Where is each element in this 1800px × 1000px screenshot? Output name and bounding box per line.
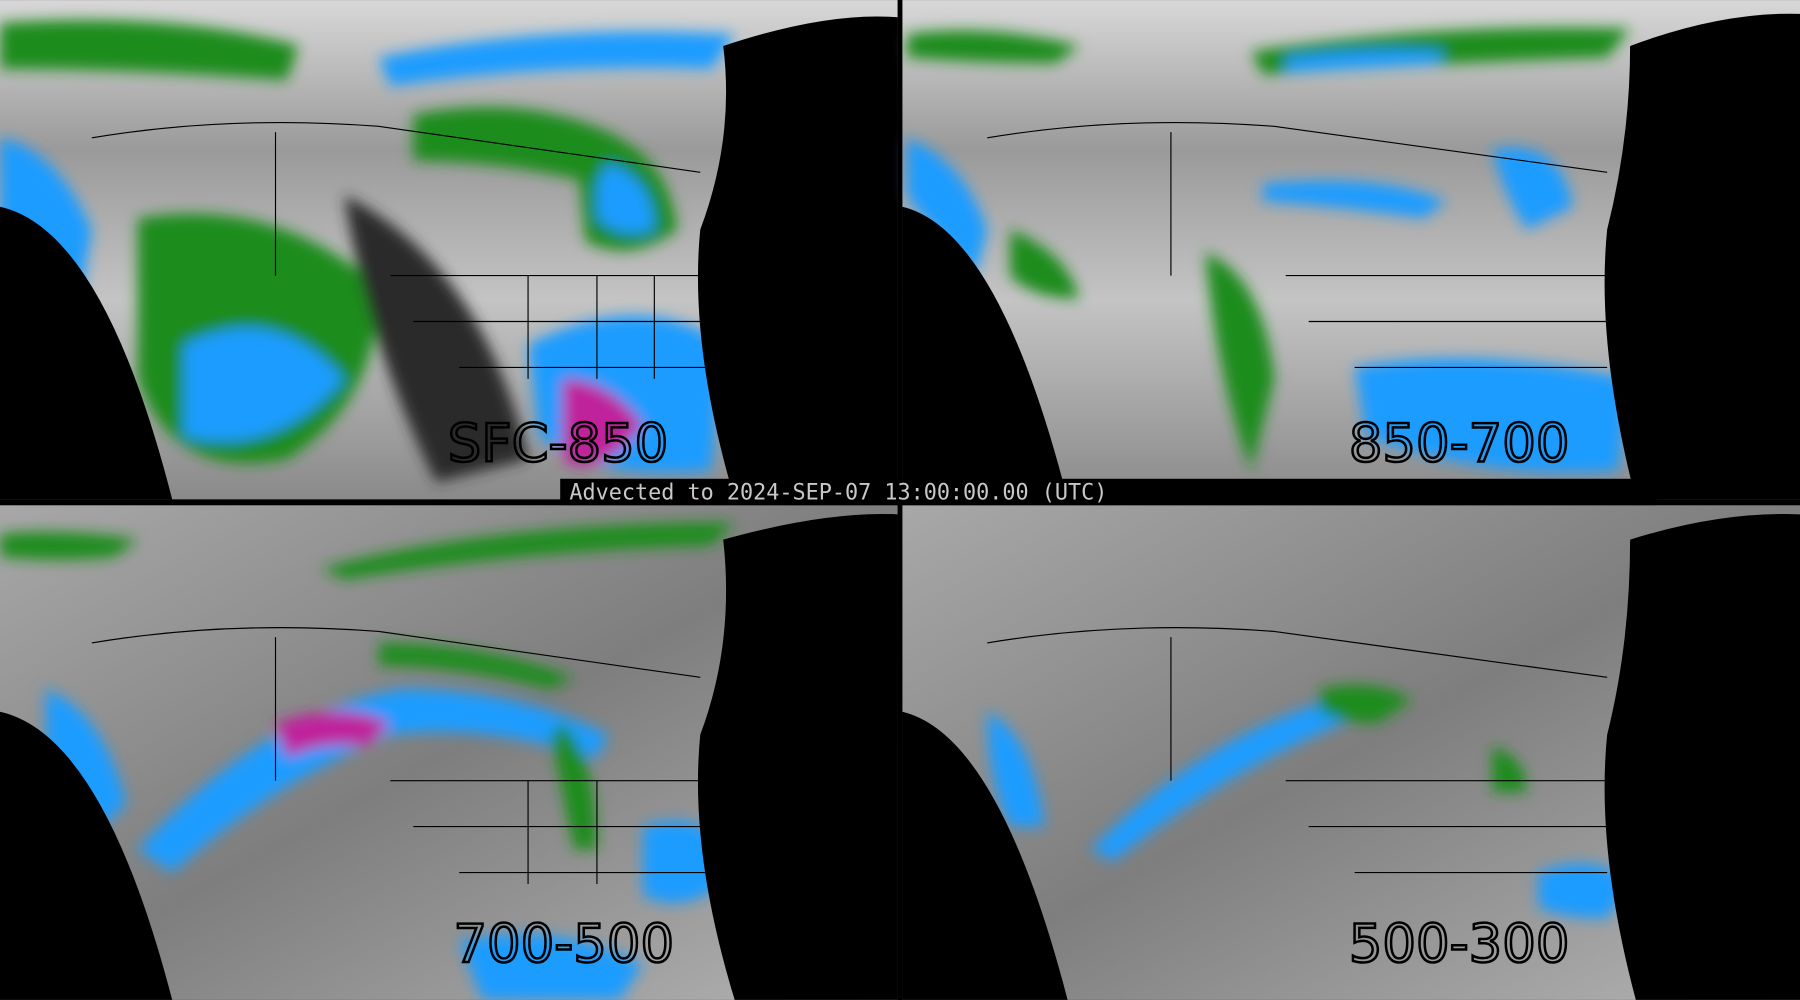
panel-500-300: 500-300: [902, 505, 1800, 1000]
timestamp-bg: [560, 478, 1657, 506]
panel-label: 850-700: [1349, 414, 1570, 475]
panel-label: SFC-850: [448, 414, 669, 475]
panel-label: 700-500: [453, 914, 674, 975]
panel-700-500: 700-500: [0, 505, 898, 1000]
panel-label: 500-300: [1349, 914, 1570, 975]
panel-850-700: 850-700: [902, 0, 1800, 500]
timestamp-label: Advected to 2024-SEP-07 13:00:00.00 (UTC…: [569, 480, 1107, 505]
panel-sfc-850: SFC-850: [0, 0, 898, 500]
